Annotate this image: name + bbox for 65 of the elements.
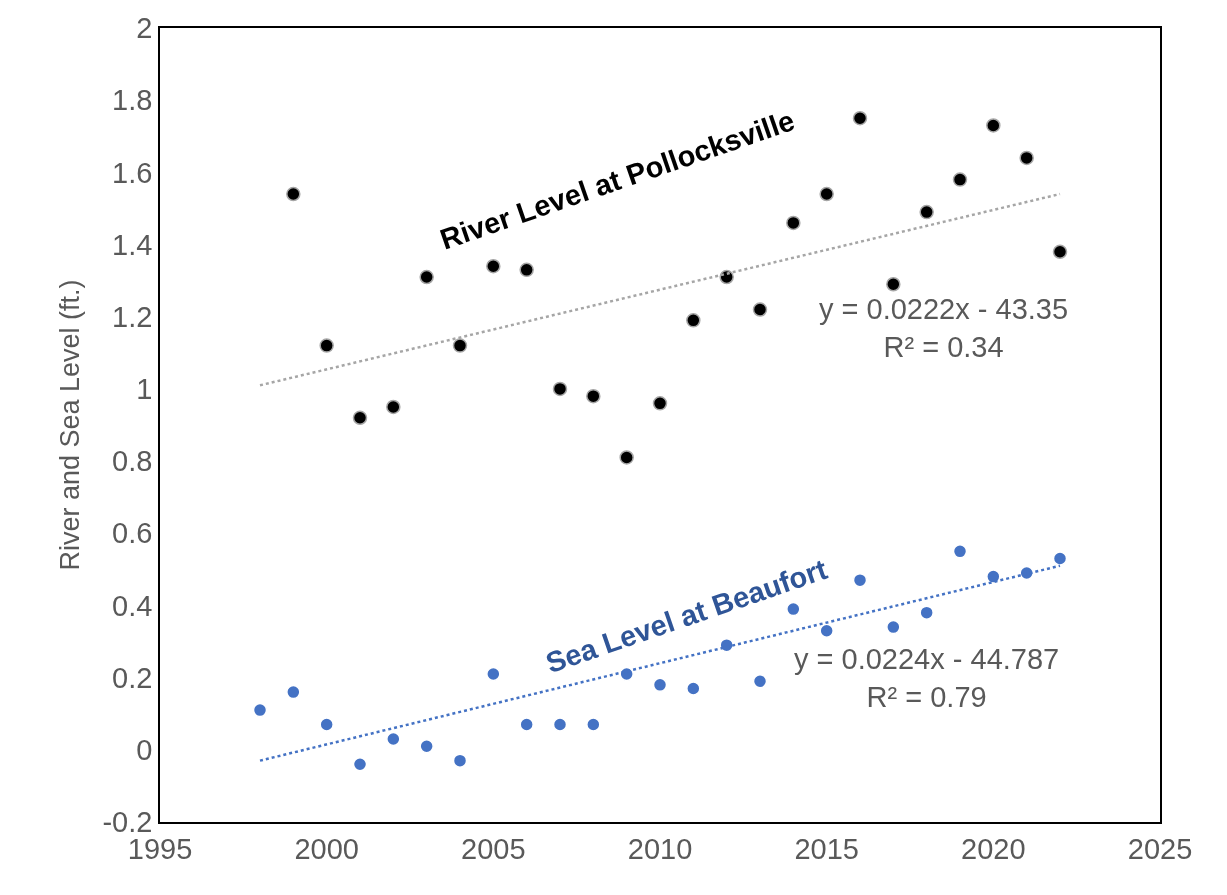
y-tick-label: 0 (136, 733, 153, 766)
y-axis-title: River and Sea Level (ft.) (55, 279, 86, 571)
y-tick-label: 2 (136, 12, 153, 45)
y-tick-label: 1.8 (112, 84, 153, 117)
y-tick-label: 1.6 (112, 156, 153, 189)
y-tick-label: 0.4 (112, 589, 153, 622)
point (419, 269, 434, 285)
point (619, 450, 634, 465)
point (619, 666, 634, 682)
point (519, 262, 534, 278)
annotation: y = 0.0224x - 44.787 R² = 0.79 (794, 643, 1060, 713)
point (552, 717, 568, 732)
point (286, 186, 301, 202)
point (1052, 244, 1068, 259)
point (319, 717, 334, 732)
point (819, 623, 834, 638)
point (919, 605, 934, 620)
point (952, 172, 968, 187)
point (686, 313, 701, 328)
point (886, 619, 901, 635)
y-tick-label: 1.2 (112, 300, 153, 333)
point (552, 381, 568, 397)
point (286, 684, 301, 700)
point (686, 681, 701, 696)
point (919, 204, 934, 220)
x-tick-label: 2025 (1127, 832, 1193, 865)
point (986, 118, 1001, 133)
point (819, 186, 834, 202)
point (486, 258, 501, 274)
point (1052, 551, 1068, 566)
annotation: y = 0.0222x - 43.35 R² = 0.34 (819, 293, 1069, 363)
point (386, 399, 401, 415)
point (886, 277, 901, 292)
y-tick-label: 1 (136, 373, 153, 406)
point (452, 753, 468, 768)
point (986, 569, 1001, 584)
y-tick-label: 1.4 (112, 228, 153, 261)
y-tick-label: 0.2 (112, 661, 153, 694)
point (586, 388, 601, 404)
point (1019, 150, 1034, 166)
point (452, 338, 468, 353)
point (252, 702, 268, 718)
point (586, 717, 601, 732)
x-tick-label: 2000 (294, 832, 359, 865)
point (519, 717, 534, 732)
x-tick-label: 2020 (961, 832, 1026, 865)
point (386, 731, 401, 747)
point (952, 544, 968, 559)
point (752, 302, 768, 317)
point (486, 666, 501, 682)
point (752, 674, 768, 689)
point (786, 215, 801, 231)
point (652, 677, 668, 693)
point (652, 396, 668, 411)
point (852, 110, 868, 126)
point (352, 757, 368, 772)
point (319, 338, 334, 353)
x-tick-label: 2010 (627, 832, 693, 865)
x-tick-label: 2015 (794, 832, 859, 865)
point (352, 410, 368, 426)
x-tick-label: 2005 (461, 832, 526, 865)
point (419, 738, 434, 754)
point (852, 572, 868, 588)
y-tick-label: 0.8 (112, 445, 153, 478)
y-tick-label: 0.6 (112, 517, 153, 550)
